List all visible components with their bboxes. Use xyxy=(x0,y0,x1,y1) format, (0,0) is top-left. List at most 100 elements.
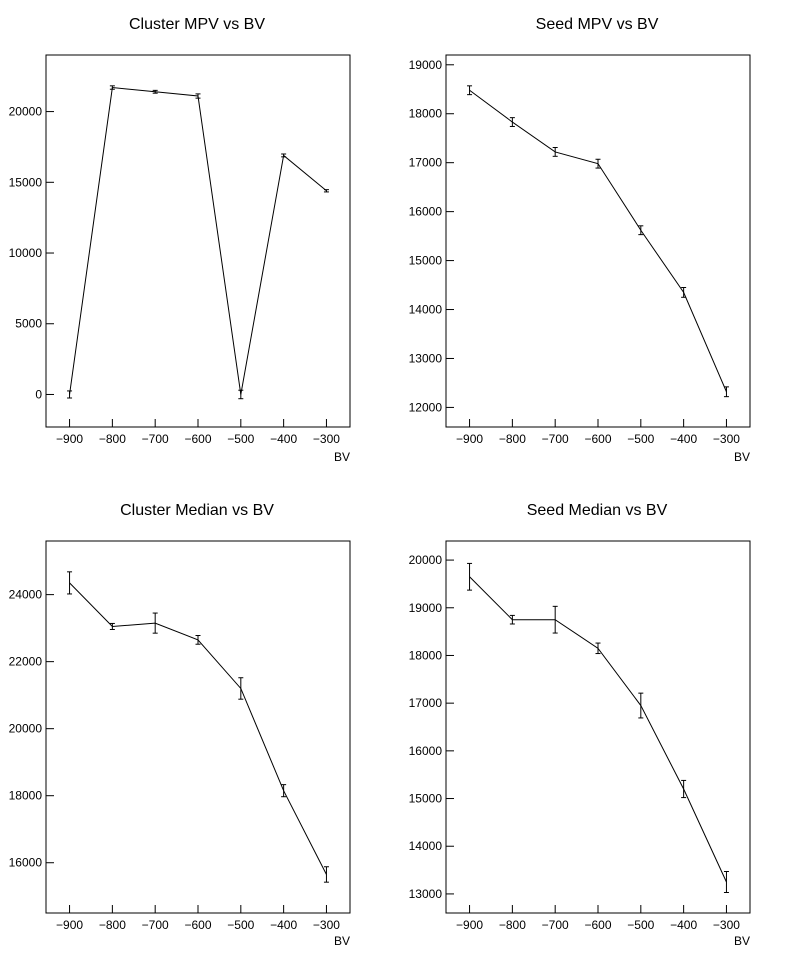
data-point xyxy=(467,85,473,96)
x-axis-title: BV xyxy=(734,934,750,948)
y-tick-label: 18000 xyxy=(9,789,43,803)
data-point xyxy=(323,866,329,883)
data-point xyxy=(552,605,558,634)
x-tick-label: −800 xyxy=(99,432,126,446)
data-point xyxy=(152,612,158,634)
data-point xyxy=(281,153,287,158)
x-tick-label: −600 xyxy=(584,918,611,932)
data-point xyxy=(681,287,687,298)
x-tick-label: −600 xyxy=(184,432,211,446)
y-tick-label: 15000 xyxy=(9,175,43,189)
x-axis-title: BV xyxy=(334,450,350,464)
series-line xyxy=(469,89,727,392)
x-tick-label: −800 xyxy=(499,432,526,446)
data-point xyxy=(195,635,201,645)
y-tick-label: 20000 xyxy=(9,105,43,119)
x-tick-label: −700 xyxy=(142,918,169,932)
y-tick-label: 13000 xyxy=(409,351,443,365)
x-tick-label: −300 xyxy=(713,432,740,446)
data-point xyxy=(67,390,73,399)
chart-title: Cluster Median vs BV xyxy=(120,502,274,519)
seed-median-panel: Seed Median vs BV −900 −800 −700 −600 −500 −4… xyxy=(409,502,751,948)
y-tick-label: 16000 xyxy=(9,856,43,870)
x-tick-label: −400 xyxy=(670,432,697,446)
axis-ticks: −900 −800 −700 −600 −500 −400 −300 16000 18000 20… xyxy=(9,588,341,932)
y-tick-label: 0 xyxy=(35,387,42,401)
y-tick-label: 18000 xyxy=(409,648,443,662)
x-tick-label: −400 xyxy=(270,432,297,446)
y-tick-label: 16000 xyxy=(409,205,443,219)
chart-title: Seed Median vs BV xyxy=(527,502,668,519)
x-tick-label: −900 xyxy=(456,432,483,446)
data-marks xyxy=(467,562,729,893)
y-tick-label: 19000 xyxy=(409,601,443,615)
y-tick-label: 14000 xyxy=(409,839,443,853)
data-marks xyxy=(67,85,329,400)
x-tick-label: −700 xyxy=(142,432,169,446)
x-tick-label: −600 xyxy=(184,918,211,932)
data-point xyxy=(509,614,515,625)
x-tick-label: −700 xyxy=(542,432,569,446)
x-tick-label: −400 xyxy=(270,918,297,932)
chart-title: Seed MPV vs BV xyxy=(536,16,659,33)
x-tick-label: −500 xyxy=(627,432,654,446)
y-tick-label: 12000 xyxy=(409,400,443,414)
axis-ticks: −900 −800 −700 −600 −500 −400 −300 0 5000 10000 15… xyxy=(9,105,341,446)
series-line xyxy=(69,582,327,875)
x-tick-label: −900 xyxy=(56,432,83,446)
series-line xyxy=(469,576,727,883)
x-tick-label: −700 xyxy=(542,918,569,932)
data-point xyxy=(323,189,329,193)
x-tick-label: −400 xyxy=(670,918,697,932)
data-point xyxy=(681,779,687,799)
y-tick-label: 5000 xyxy=(15,317,42,331)
y-tick-label: 20000 xyxy=(9,722,43,736)
data-point xyxy=(67,571,73,595)
data-point xyxy=(595,642,601,655)
y-tick-label: 22000 xyxy=(9,655,43,669)
data-point xyxy=(195,93,201,99)
y-tick-label: 15000 xyxy=(409,254,443,268)
data-point xyxy=(467,562,473,591)
y-tick-label: 20000 xyxy=(409,553,443,567)
plot-frame xyxy=(445,54,751,428)
x-axis-title: BV xyxy=(734,450,750,464)
x-tick-label: −300 xyxy=(313,918,340,932)
x-tick-label: −800 xyxy=(499,918,526,932)
x-tick-label: −500 xyxy=(227,918,254,932)
axis-ticks: −900 −800 −700 −600 −500 −400 −300 13000 14000 15… xyxy=(409,553,741,932)
cluster-median-panel: Cluster Median vs BV −900 −800 −700 −600 −50… xyxy=(9,502,351,948)
seed-mpv-panel: Seed MPV vs BV −900 −800 −700 −600 −500 −400 −… xyxy=(409,16,751,464)
x-tick-label: −800 xyxy=(99,918,126,932)
data-point xyxy=(595,158,601,169)
x-tick-label: −600 xyxy=(584,432,611,446)
plot-frame xyxy=(445,540,751,914)
data-point xyxy=(109,85,115,90)
axis-ticks: −900 −800 −700 −600 −500 −400 −300 12000 13000 14… xyxy=(409,58,741,446)
x-tick-label: −500 xyxy=(227,432,254,446)
y-tick-label: 10000 xyxy=(9,246,43,260)
y-tick-label: 17000 xyxy=(409,696,443,710)
x-tick-label: −300 xyxy=(313,432,340,446)
plot-frame xyxy=(45,54,351,428)
data-point xyxy=(238,389,244,400)
data-point xyxy=(238,677,244,700)
plot-frame xyxy=(45,540,351,914)
data-point xyxy=(281,784,287,798)
x-axis-title: BV xyxy=(334,934,350,948)
y-tick-label: 19000 xyxy=(409,58,443,72)
data-point xyxy=(552,147,558,157)
data-marks xyxy=(467,85,729,398)
data-point xyxy=(109,622,115,630)
data-point xyxy=(723,871,729,893)
data-point xyxy=(723,386,729,398)
x-tick-label: −900 xyxy=(456,918,483,932)
data-point xyxy=(638,225,644,236)
y-tick-label: 16000 xyxy=(409,744,443,758)
x-tick-label: −300 xyxy=(713,918,740,932)
x-tick-label: −500 xyxy=(627,918,654,932)
y-tick-label: 15000 xyxy=(409,792,443,806)
cluster-mpv-panel: Cluster MPV vs BV −900 −800 −700 −600 −500 −4… xyxy=(9,16,351,464)
y-tick-label: 18000 xyxy=(409,107,443,121)
